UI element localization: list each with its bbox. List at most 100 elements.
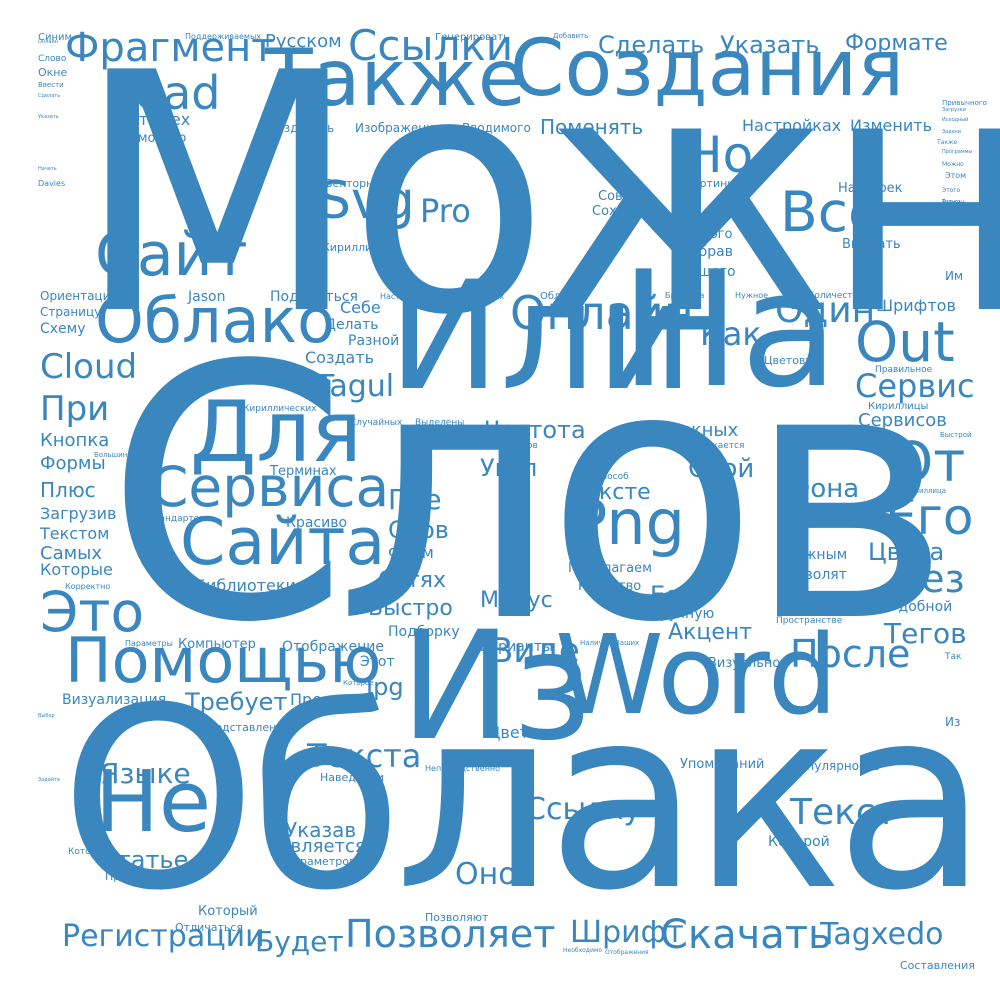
word: Варианты — [480, 639, 554, 655]
word: Помощью — [65, 624, 382, 697]
word: Терминах — [270, 464, 337, 479]
word: Облака — [60, 654, 988, 945]
word: Создать — [305, 348, 375, 367]
word: Как — [700, 315, 762, 353]
word: Фрагмент — [65, 25, 275, 71]
word: Отличаться — [175, 921, 244, 934]
word: Количество — [808, 291, 864, 301]
word: Горизонтально — [880, 757, 944, 766]
word: Так — [945, 652, 962, 662]
word: Браузера — [665, 291, 705, 300]
word: Предлагаем — [568, 561, 652, 576]
word: Tagul — [316, 369, 395, 404]
word: Создавать — [268, 121, 335, 135]
word: Сервисов — [858, 410, 947, 431]
word: Lead — [110, 66, 221, 120]
word: Визуализация — [62, 692, 167, 708]
word: Поделиться — [270, 289, 358, 305]
word: Отображение — [282, 639, 384, 655]
word: Онлайн — [38, 39, 58, 45]
word: Онлайн — [510, 286, 694, 340]
word: Угол — [480, 454, 538, 482]
word: Схему — [40, 321, 86, 337]
word: Word — [555, 611, 838, 739]
word: Сайта — [180, 505, 386, 580]
word: Составления — [900, 959, 975, 972]
word: Ориентацию — [40, 289, 121, 303]
word: Языке — [100, 757, 191, 790]
word: Задайте — [38, 777, 61, 783]
word: Исходный — [942, 117, 969, 123]
word: Позволяет — [345, 912, 556, 956]
word: Самых — [40, 543, 103, 564]
word: Создайте — [942, 209, 972, 216]
word: Цветом — [488, 723, 551, 742]
word: Программы — [942, 149, 973, 155]
word: Поддерживаемых — [185, 32, 262, 41]
word: Форм — [388, 543, 434, 562]
word: Вводимого — [462, 121, 531, 135]
word: Окне — [38, 66, 68, 79]
word: Шрифтов — [876, 296, 956, 315]
word: Не — [95, 753, 212, 852]
word: Сайт — [95, 220, 248, 290]
word: Представленной — [200, 721, 298, 734]
word: Облака — [540, 291, 579, 302]
word: Все — [780, 180, 882, 244]
word: При — [40, 389, 110, 429]
word: Четырех — [118, 110, 191, 129]
word: Вручную — [650, 606, 715, 622]
word: Версии — [942, 199, 965, 206]
word: Случайных — [350, 418, 403, 428]
word: Этом — [945, 171, 967, 180]
word: Формы — [40, 453, 106, 474]
word: Который — [198, 904, 258, 919]
word: Простых — [290, 690, 363, 709]
word: Векторный — [325, 177, 390, 190]
word: Настроек — [838, 181, 903, 196]
word: Cloud — [40, 347, 138, 387]
word: Слово — [38, 54, 67, 64]
word: Помощью — [120, 131, 187, 146]
word: Но — [685, 126, 754, 184]
word: На — [620, 236, 839, 423]
word: Есть — [650, 581, 707, 609]
word: Jason — [188, 289, 226, 305]
word: Кириллица — [905, 487, 947, 495]
word: Пространстве — [776, 616, 843, 626]
word: Нужное — [735, 291, 769, 300]
word: Стандартен — [148, 514, 206, 524]
word: Также — [937, 139, 958, 146]
word: Ввести — [38, 81, 64, 89]
word: Создания — [510, 24, 904, 114]
word: Подборку — [388, 624, 460, 640]
word: Минус — [480, 588, 553, 613]
word: Удобной — [890, 599, 953, 615]
word: Также — [265, 34, 526, 124]
word: Скачать — [660, 912, 832, 958]
word: Out — [855, 310, 955, 374]
word: Указать — [38, 114, 59, 120]
word: Виде — [490, 631, 580, 671]
word: Цветовую — [764, 354, 822, 367]
word: Сервиса — [150, 455, 390, 519]
word: Наведении — [320, 771, 385, 784]
word: Отображается — [675, 441, 745, 451]
word: Слов — [105, 291, 952, 699]
word: Необходимо — [563, 947, 603, 954]
word: Из — [945, 715, 961, 729]
word: Корректно — [65, 582, 111, 591]
word: Текстом — [40, 524, 110, 543]
word: Тегов — [884, 617, 967, 650]
word: Этот — [360, 654, 395, 670]
word: Позволяют — [425, 911, 489, 924]
word: Выбор — [38, 713, 55, 719]
word: Которые — [40, 560, 113, 579]
word: Вашего — [680, 264, 736, 280]
word: Начать — [38, 166, 57, 172]
word: Позволят — [778, 567, 847, 583]
word: Настройках — [742, 116, 842, 135]
word: Быстро — [368, 596, 453, 621]
word: Разной — [348, 333, 400, 349]
word: Фона — [788, 474, 860, 504]
